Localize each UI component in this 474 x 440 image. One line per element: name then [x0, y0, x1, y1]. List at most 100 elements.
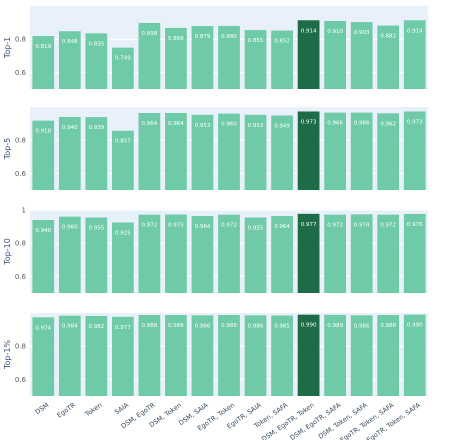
- bar: [377, 214, 400, 293]
- data-label: 0.953: [248, 123, 264, 129]
- bar: [324, 314, 347, 396]
- data-label: 0.988: [380, 323, 396, 329]
- data-label: 0.974: [35, 325, 51, 331]
- data-label: 0.977: [301, 222, 317, 228]
- y-tick-label: 0.8: [15, 343, 26, 351]
- data-label: 0.882: [380, 34, 396, 40]
- bar: [165, 314, 187, 396]
- data-label: 0.955: [248, 225, 264, 231]
- data-label: 0.972: [221, 223, 237, 229]
- bar: [111, 130, 134, 190]
- data-label: 0.949: [274, 123, 290, 129]
- data-label: 0.960: [221, 122, 237, 128]
- bar: [218, 214, 240, 293]
- bar: [403, 213, 426, 293]
- bar: [191, 114, 214, 190]
- bar: [165, 27, 187, 89]
- bar: [218, 113, 240, 190]
- data-label: 0.990: [407, 323, 423, 329]
- data-label: 0.976: [407, 222, 423, 228]
- bar: [58, 116, 81, 190]
- data-label: 0.989: [327, 323, 343, 329]
- bar: [377, 314, 400, 396]
- data-label: 0.986: [354, 323, 370, 329]
- bar: [297, 213, 320, 293]
- data-label: 0.966: [354, 121, 370, 127]
- bar: [244, 30, 267, 89]
- data-label: 0.914: [407, 28, 423, 34]
- y-axis-label: Top-5: [3, 138, 12, 160]
- bar: [271, 215, 293, 293]
- data-label: 0.962: [380, 121, 396, 127]
- y-tick-label: 0.6: [15, 273, 27, 281]
- bar: [191, 26, 214, 90]
- data-label: 0.955: [88, 225, 104, 231]
- bar: [244, 315, 267, 396]
- y-tick-label: 0.6: [15, 170, 27, 178]
- data-label: 0.960: [62, 225, 78, 231]
- data-label: 0.852: [274, 39, 290, 45]
- bar: [350, 112, 373, 190]
- bar: [403, 111, 426, 190]
- data-label: 0.880: [221, 34, 237, 40]
- data-label: 0.940: [35, 228, 51, 234]
- bar: [85, 315, 108, 396]
- y-axis-label: Top-1: [3, 37, 12, 59]
- data-label: 0.972: [380, 223, 396, 229]
- bar: [32, 36, 55, 89]
- data-label: 0.988: [168, 323, 184, 329]
- data-label: 0.835: [88, 41, 104, 47]
- bar: [324, 112, 347, 190]
- data-label: 0.986: [195, 323, 211, 329]
- data-label: 0.964: [195, 224, 211, 230]
- bar: [32, 120, 55, 190]
- y-tick-label: 0.6: [15, 376, 27, 384]
- bar: [111, 47, 134, 89]
- data-label: 0.982: [88, 324, 104, 330]
- x-tick-label: Token: [83, 401, 104, 419]
- data-label: 0.918: [35, 129, 51, 135]
- data-label: 0.939: [88, 125, 104, 131]
- data-label: 0.988: [142, 323, 158, 329]
- bar: [350, 315, 373, 396]
- bar: [85, 117, 108, 190]
- bar: [297, 314, 320, 396]
- bar: [32, 317, 55, 396]
- data-label: 0.964: [142, 121, 158, 127]
- bar: [324, 20, 347, 89]
- data-label: 0.988: [221, 323, 237, 329]
- panel-2: 0.8 0.6 Top-5 0.918 0.940 0.939 0.857 0.964 0.96…: [3, 107, 428, 190]
- bar: [85, 217, 108, 293]
- data-label: 0.973: [168, 222, 184, 228]
- data-label: 0.848: [62, 39, 78, 45]
- bar: [165, 214, 187, 293]
- bar: [111, 316, 134, 396]
- bar: [191, 215, 214, 293]
- y-tick-label: 0.8: [15, 240, 26, 248]
- data-label: 0.857: [115, 139, 131, 145]
- data-label: 0.749: [115, 56, 131, 62]
- data-label: 0.973: [301, 119, 317, 125]
- data-label: 0.972: [327, 223, 343, 229]
- data-label: 0.903: [354, 30, 370, 36]
- x-tick-label: DSM: [34, 401, 51, 416]
- bar: [350, 214, 373, 293]
- x-tick-label: SAIA: [113, 401, 130, 417]
- data-label: 0.977: [115, 325, 131, 331]
- data-label: 0.925: [115, 230, 131, 236]
- data-label: 0.985: [274, 323, 290, 329]
- data-label: 0.984: [62, 324, 78, 330]
- bar: [244, 114, 267, 190]
- data-label: 0.855: [248, 38, 264, 44]
- bar: [271, 115, 293, 190]
- data-label: 0.868: [168, 36, 184, 42]
- bar: [350, 22, 373, 90]
- bar: [297, 111, 320, 190]
- y-tick-label: 1: [22, 207, 26, 215]
- bar: [403, 20, 426, 89]
- bar: [111, 222, 134, 293]
